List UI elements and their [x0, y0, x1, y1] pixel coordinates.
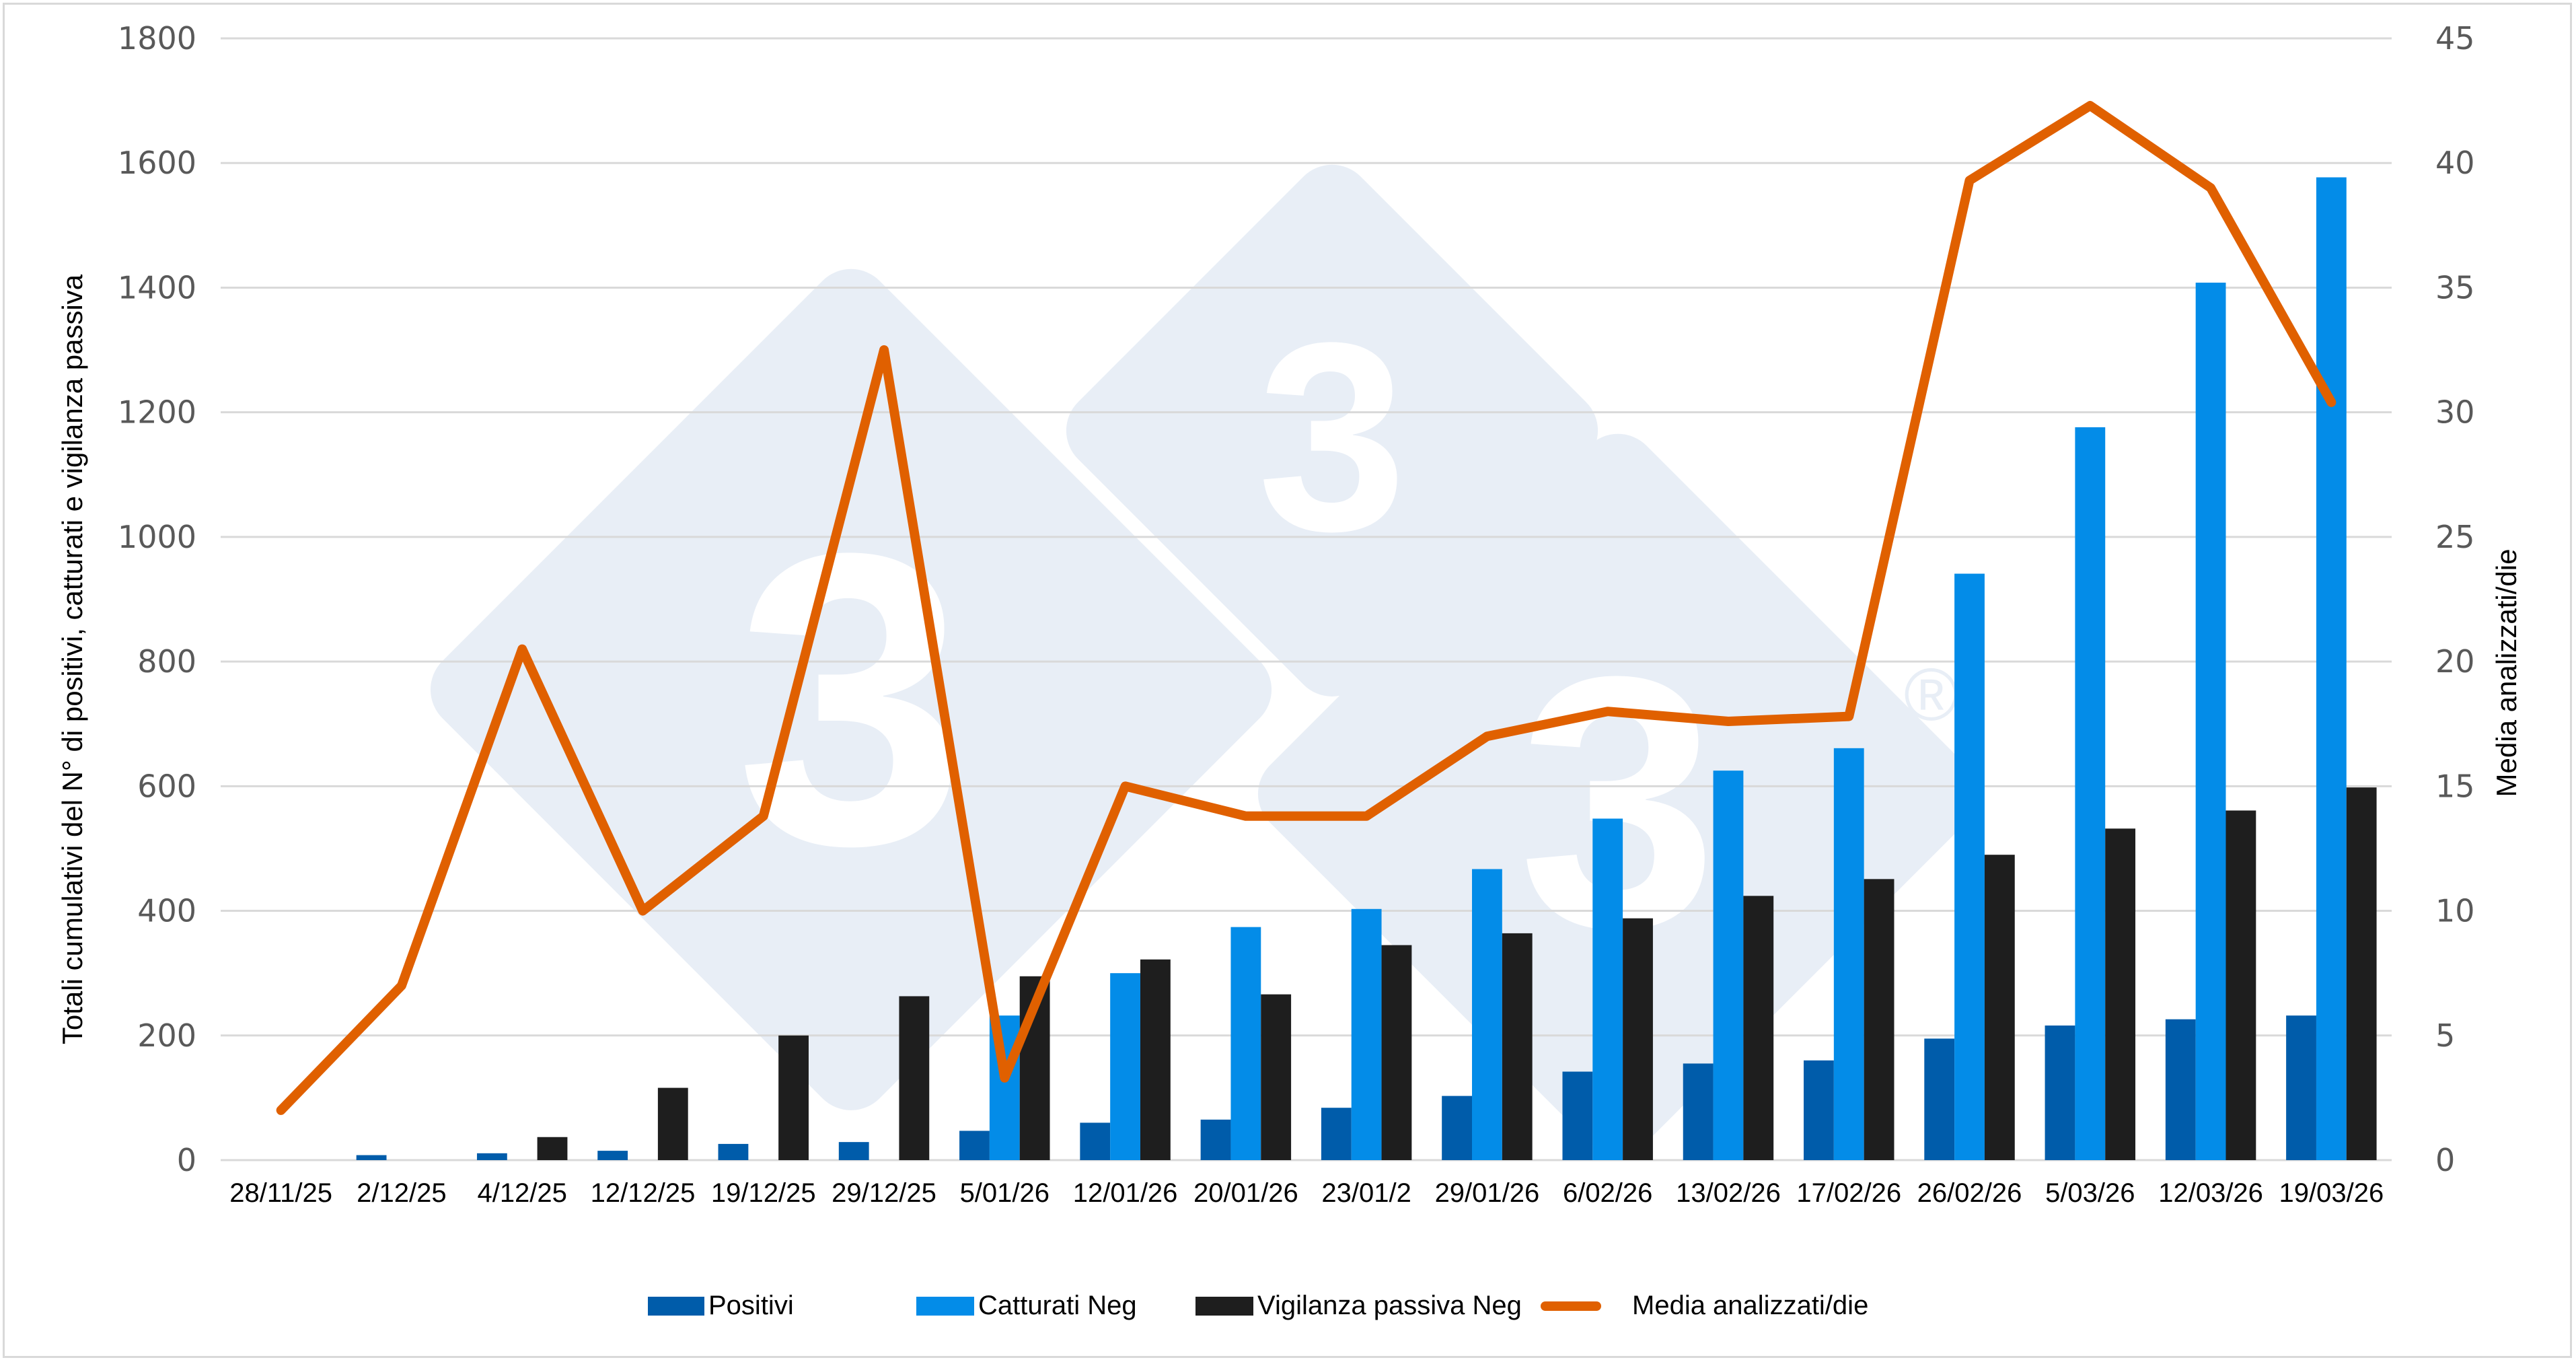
svg-text:40: 40 — [2435, 145, 2475, 181]
svg-text:20: 20 — [2435, 643, 2475, 680]
svg-text:35: 35 — [2435, 269, 2475, 306]
svg-text:600: 600 — [137, 768, 196, 804]
legend-label: Vigilanza passiva Neg — [1257, 1291, 1522, 1320]
legend: Positivi Catturati Neg Vigilanza passiva… — [0, 1291, 2576, 1331]
svg-text:3: 3 — [1257, 287, 1407, 587]
svg-text:12/01/26: 12/01/26 — [1073, 1178, 1178, 1208]
svg-text:200: 200 — [137, 1017, 196, 1054]
svg-text:29/12/25: 29/12/25 — [832, 1178, 936, 1208]
svg-text:5: 5 — [2435, 1017, 2455, 1054]
legend-item-vigilanza: Vigilanza passiva Neg — [1195, 1291, 1522, 1321]
legend-swatch — [916, 1296, 974, 1316]
svg-text:2/12/25: 2/12/25 — [357, 1178, 446, 1208]
svg-text:1400: 1400 — [118, 269, 196, 306]
legend-label: Positivi — [708, 1291, 794, 1320]
x-axis: 28/11/25 2/12/25 4/12/25 12/12/25 19/12/25 29… — [229, 1178, 2384, 1208]
svg-text:28/11/25: 28/11/25 — [229, 1178, 332, 1208]
legend-item-positivi: Positivi — [648, 1291, 794, 1321]
svg-text:30: 30 — [2435, 394, 2475, 431]
svg-text:19/03/26: 19/03/26 — [2279, 1178, 2384, 1208]
svg-text:10: 10 — [2435, 893, 2475, 929]
y-axis-left: 0 200 400 600 800 1000 1200 1400 1600 1800 — [118, 20, 196, 1178]
legend-item-catturati: Catturati Neg — [916, 1291, 1137, 1321]
svg-text:5/01/26: 5/01/26 — [960, 1178, 1050, 1208]
y2-axis-title: Media analizzati/die — [2491, 549, 2522, 797]
line-series — [276, 101, 2336, 1115]
y-axis-title: Totali cumulativi del N° di positivi, ca… — [57, 274, 88, 1044]
svg-text:20/01/26: 20/01/26 — [1193, 1178, 1298, 1208]
svg-text:23/01/2: 23/01/2 — [1321, 1178, 1411, 1208]
svg-text:400: 400 — [137, 893, 196, 929]
legend-swatch — [648, 1296, 704, 1316]
svg-text:®: ® — [1904, 653, 1958, 736]
svg-text:6/02/26: 6/02/26 — [1563, 1178, 1652, 1208]
svg-text:12/12/25: 12/12/25 — [591, 1178, 696, 1208]
svg-text:1800: 1800 — [118, 20, 196, 57]
y-axis-right: 0 5 10 15 20 25 30 35 40 45 — [2435, 20, 2475, 1178]
svg-text:4/12/25: 4/12/25 — [477, 1178, 566, 1208]
svg-text:17/02/26: 17/02/26 — [1796, 1178, 1901, 1208]
svg-text:45: 45 — [2435, 20, 2475, 57]
svg-text:800: 800 — [137, 643, 196, 680]
svg-text:19/12/25: 19/12/25 — [711, 1178, 816, 1208]
svg-text:15: 15 — [2435, 768, 2475, 804]
svg-text:1200: 1200 — [118, 394, 196, 431]
svg-text:26/02/26: 26/02/26 — [1917, 1178, 2022, 1208]
svg-text:5/03/26: 5/03/26 — [2045, 1178, 2135, 1208]
legend-label: Media analizzati/die — [1632, 1291, 1869, 1320]
svg-text:25: 25 — [2435, 519, 2475, 555]
legend-swatch — [1195, 1296, 1253, 1316]
chart-frame — [3, 3, 2572, 1358]
legend-item-media: Media analizzati/die — [1541, 1291, 1868, 1321]
legend-label: Catturati Neg — [978, 1291, 1137, 1320]
svg-text:1000: 1000 — [118, 519, 196, 555]
svg-text:0: 0 — [2435, 1142, 2455, 1178]
svg-text:3: 3 — [735, 467, 966, 931]
svg-text:0: 0 — [177, 1142, 196, 1178]
svg-text:13/02/26: 13/02/26 — [1676, 1178, 1781, 1208]
legend-line-swatch — [1541, 1301, 1601, 1311]
svg-text:29/01/26: 29/01/26 — [1435, 1178, 1540, 1208]
svg-text:1600: 1600 — [118, 145, 196, 181]
bar-series — [356, 177, 2377, 1161]
svg-text:12/03/26: 12/03/26 — [2158, 1178, 2263, 1208]
